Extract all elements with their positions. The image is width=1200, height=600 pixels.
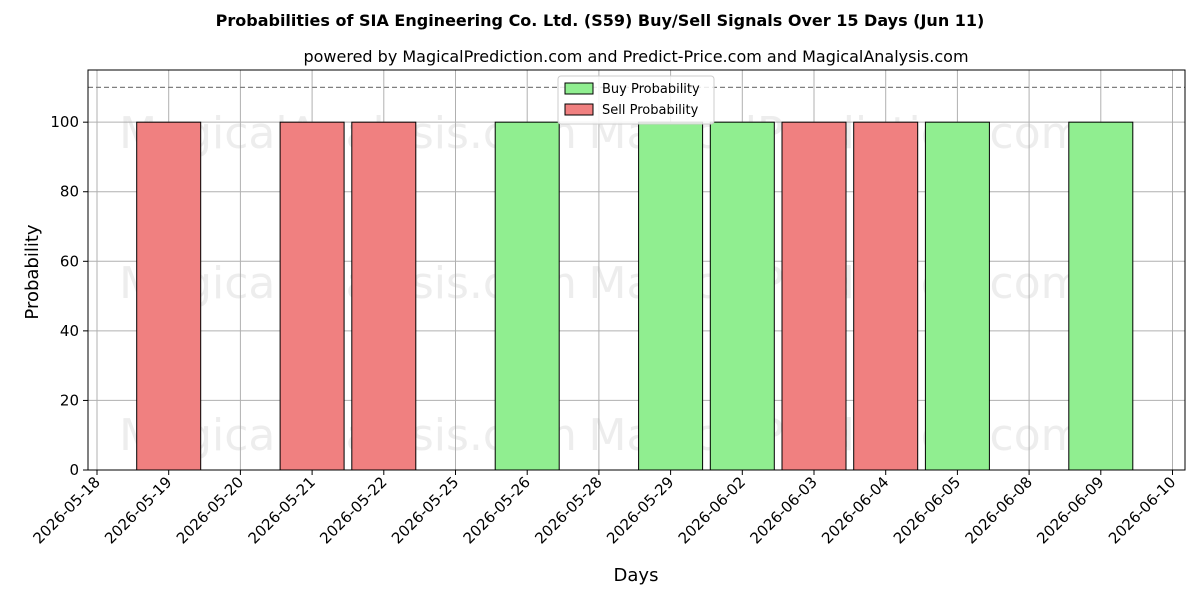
x-tick-label: 2026-06-03 xyxy=(746,473,820,547)
x-tick-label: 2026-05-22 xyxy=(316,473,390,547)
y-axis: 0 20 40 60 80 100 xyxy=(50,113,88,479)
legend-label-buy: Buy Probability xyxy=(602,82,700,97)
legend-swatch-buy xyxy=(564,82,594,95)
x-tick-label: 2026-05-29 xyxy=(603,473,677,547)
x-tick-label: 2026-06-05 xyxy=(890,473,964,547)
y-tick-label: 40 xyxy=(60,322,79,340)
chart-subtitle: powered by MagicalPrediction.com and Pre… xyxy=(303,47,968,66)
x-tick-label: 2026-05-28 xyxy=(531,473,605,547)
buy-bar xyxy=(924,121,990,471)
x-axis-label: Days xyxy=(614,565,659,586)
x-tick-label: 2026-05-20 xyxy=(173,473,247,547)
x-tick-label: 2026-06-02 xyxy=(675,473,749,547)
buy-bar xyxy=(709,121,775,471)
y-tick-label: 100 xyxy=(50,113,79,131)
bars xyxy=(136,121,1134,471)
x-tick-label: 2026-06-09 xyxy=(1033,473,1107,547)
y-tick-label: 80 xyxy=(60,183,79,201)
legend-box xyxy=(557,75,715,125)
sell-bar xyxy=(136,121,202,471)
y-tick-label: 0 xyxy=(69,461,79,479)
y-tick-label: 60 xyxy=(60,252,79,270)
x-tick-label: 2026-05-19 xyxy=(101,473,175,547)
x-axis: 2026-05-182026-05-192026-05-202026-05-21… xyxy=(29,470,1179,547)
x-tick-label: 2026-05-21 xyxy=(245,473,319,547)
y-tick-label: 20 xyxy=(60,391,79,409)
sell-bar xyxy=(781,121,847,471)
sell-bar xyxy=(279,121,345,471)
plot-frame xyxy=(87,69,1186,471)
sell-bar xyxy=(351,121,417,471)
legend-swatch-sell xyxy=(564,103,594,116)
chart-title: Probabilities of SIA Engineering Co. Ltd… xyxy=(216,11,985,30)
legend-label-sell: Sell Probability xyxy=(602,103,699,118)
buy-bar xyxy=(494,121,560,471)
sell-bar xyxy=(853,121,919,471)
y-axis-label: Probability xyxy=(22,224,43,319)
buy-bar xyxy=(1068,121,1134,471)
x-tick-label: 2026-05-18 xyxy=(29,473,103,547)
x-tick-label: 2026-06-08 xyxy=(962,473,1036,547)
x-tick-label: 2026-05-26 xyxy=(460,473,534,547)
buy-bar xyxy=(638,121,704,471)
x-tick-label: 2026-05-25 xyxy=(388,473,462,547)
x-tick-label: 2026-06-10 xyxy=(1105,473,1179,547)
legend: Buy Probability Sell Probability xyxy=(557,75,715,125)
x-tick-label: 2026-06-04 xyxy=(818,473,892,547)
